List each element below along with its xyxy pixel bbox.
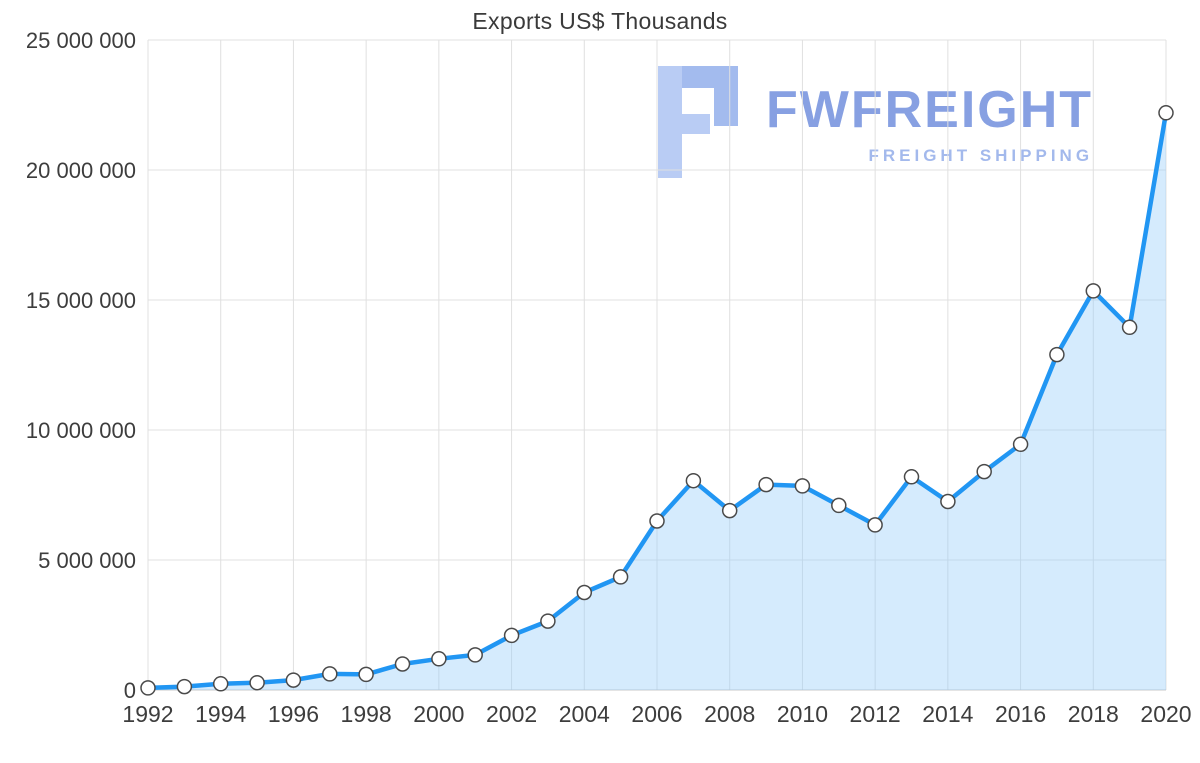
data-point-2007[interactable]: [685, 472, 702, 489]
data-point-2011[interactable]: [831, 497, 847, 514]
fwfreight-watermark: FWFREIGHT FREIGHT SHIPPING: [652, 66, 1093, 178]
data-point-1998[interactable]: [358, 666, 374, 683]
data-point-2016[interactable]: [1012, 436, 1029, 453]
data-point-1997[interactable]: [322, 666, 338, 682]
y-axis-tick-label: 0: [124, 678, 136, 703]
series-area-fill: [148, 112, 1166, 691]
data-point-1996[interactable]: [285, 672, 302, 688]
data-point-2004[interactable]: [576, 584, 593, 601]
data-point-2013[interactable]: [903, 469, 920, 485]
data-point-2009[interactable]: [758, 476, 774, 493]
x-axis-tick-label: 2020: [1140, 701, 1191, 727]
chart-title: Exports US$ Thousands: [472, 8, 728, 34]
data-point-2006[interactable]: [649, 513, 665, 529]
x-axis-tick-label: 2018: [1068, 701, 1119, 727]
data-point-2014[interactable]: [940, 493, 956, 510]
y-axis-tick-label: 15 000 000: [26, 288, 136, 313]
x-axis-tick-label: 2006: [631, 701, 682, 727]
data-point-2012[interactable]: [867, 517, 883, 533]
data-point-1995[interactable]: [249, 674, 265, 691]
x-axis-tick-label: 2002: [486, 701, 537, 727]
data-point-2020[interactable]: [1158, 105, 1174, 121]
data-point-1992[interactable]: [140, 680, 156, 696]
data-point-2003[interactable]: [540, 613, 556, 629]
data-point-2000[interactable]: [431, 651, 447, 667]
data-point-2008[interactable]: [721, 502, 738, 519]
data-point-2001[interactable]: [467, 647, 483, 663]
x-axis-tick-label: 1996: [268, 701, 319, 727]
y-axis-tick-label: 5 000 000: [38, 548, 136, 573]
x-axis-tick-label: 2008: [704, 701, 755, 727]
data-point-2017[interactable]: [1049, 346, 1065, 363]
x-axis-tick-label: 2010: [777, 701, 828, 727]
fwfreight-logo-icon: [658, 66, 738, 178]
data-point-2002[interactable]: [503, 627, 520, 644]
data-point-1994[interactable]: [212, 676, 229, 692]
watermark-text: FWFREIGHT FREIGHT SHIPPING: [766, 66, 1093, 166]
y-axis-tick-label: 20 000 000: [26, 158, 136, 183]
x-axis-tick-label: 1994: [195, 701, 246, 727]
data-point-1993[interactable]: [176, 678, 193, 695]
watermark-tagline-text: FREIGHT SHIPPING: [868, 146, 1094, 165]
x-axis-tick-label: 2004: [559, 701, 610, 727]
x-axis-tick-label: 2014: [922, 701, 973, 727]
x-axis-tick-label: 2012: [850, 701, 901, 727]
data-point-2010[interactable]: [794, 478, 811, 494]
x-axis-tick-label: 1992: [122, 701, 173, 727]
x-axis-tick-label: 2000: [413, 701, 464, 727]
watermark-brand-text: FWFREIGHT: [766, 81, 1094, 139]
y-axis-tick-label: 25 000 000: [26, 28, 136, 53]
data-point-2018[interactable]: [1085, 283, 1102, 299]
data-point-2015[interactable]: [976, 463, 992, 480]
data-point-2005[interactable]: [612, 569, 629, 585]
x-axis-tick-label: 1998: [341, 701, 392, 727]
data-point-2019[interactable]: [1121, 319, 1138, 336]
data-point-1999[interactable]: [394, 656, 411, 672]
y-axis-tick-label: 10 000 000: [26, 418, 136, 443]
x-axis-tick-label: 2016: [995, 701, 1046, 727]
